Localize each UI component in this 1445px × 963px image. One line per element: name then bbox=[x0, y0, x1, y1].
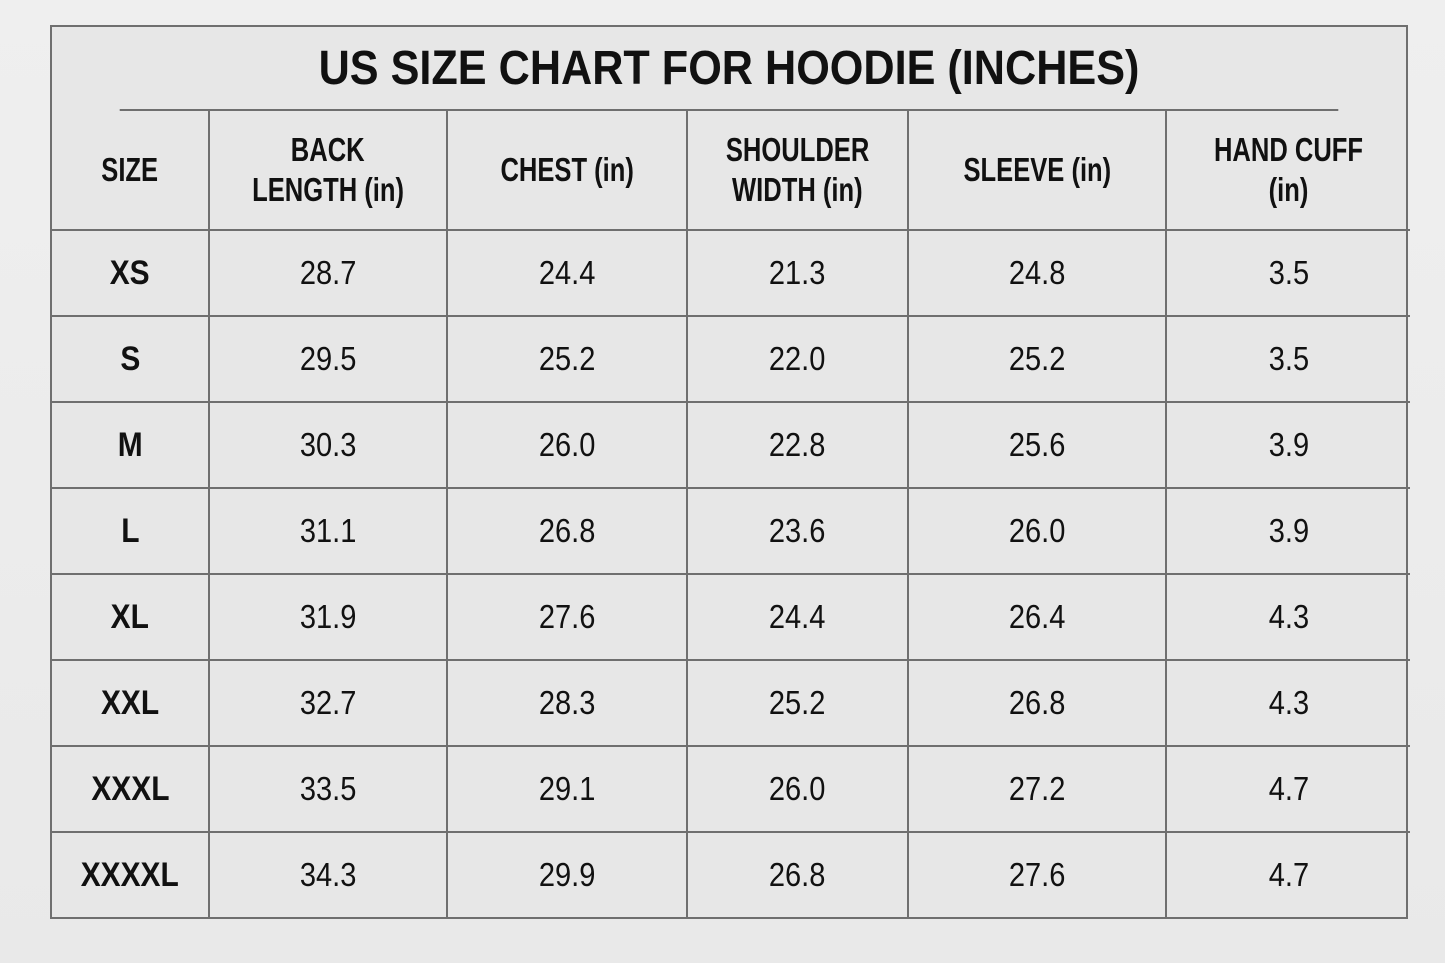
hand-cuff-cell: 4.3 bbox=[1165, 659, 1410, 747]
chest-cell: 24.4 bbox=[446, 229, 688, 317]
back-length-cell: 31.9 bbox=[208, 573, 448, 661]
shoulder-width-cell: 24.4 bbox=[686, 573, 909, 661]
size-cell: XL bbox=[52, 573, 210, 661]
sleeve-cell: 24.8 bbox=[907, 229, 1167, 317]
size-cell: M bbox=[52, 401, 210, 489]
back-length-cell: 34.3 bbox=[208, 831, 448, 917]
shoulder-width-cell: 22.0 bbox=[686, 315, 909, 403]
header-chest: CHEST (in) bbox=[446, 111, 688, 231]
hand-cuff-cell: 3.5 bbox=[1165, 229, 1410, 317]
hand-cuff-cell: 4.3 bbox=[1165, 573, 1410, 661]
back-length-cell: 30.3 bbox=[208, 401, 448, 489]
sleeve-cell: 26.4 bbox=[907, 573, 1167, 661]
table-row: XS 28.7 24.4 21.3 24.8 3.5 bbox=[52, 229, 1410, 317]
hand-cuff-cell: 3.5 bbox=[1165, 315, 1410, 403]
chart-title: US SIZE CHART FOR HOODIE (INCHES) bbox=[119, 27, 1339, 111]
back-length-cell: 32.7 bbox=[208, 659, 448, 747]
shoulder-width-cell: 22.8 bbox=[686, 401, 909, 489]
size-cell: L bbox=[52, 487, 210, 575]
chest-cell: 26.0 bbox=[446, 401, 688, 489]
header-row: SIZE BACK LENGTH (in) CHEST (in) SHOULDER… bbox=[52, 111, 1410, 231]
chest-cell: 29.9 bbox=[446, 831, 688, 917]
hand-cuff-cell: 3.9 bbox=[1165, 487, 1410, 575]
table-row: L 31.1 26.8 23.6 26.0 3.9 bbox=[52, 487, 1410, 575]
header-shoulder-width: SHOULDER WIDTH (in) bbox=[686, 111, 909, 231]
chest-cell: 29.1 bbox=[446, 745, 688, 833]
size-table: SIZE BACK LENGTH (in) CHEST (in) SHOULDER… bbox=[52, 111, 1410, 917]
sleeve-cell: 25.2 bbox=[907, 315, 1167, 403]
shoulder-width-cell: 26.8 bbox=[686, 831, 909, 917]
table-row: M 30.3 26.0 22.8 25.6 3.9 bbox=[52, 401, 1410, 489]
shoulder-width-cell: 21.3 bbox=[686, 229, 909, 317]
hand-cuff-cell: 4.7 bbox=[1165, 745, 1410, 833]
chest-cell: 25.2 bbox=[446, 315, 688, 403]
table-row: S 29.5 25.2 22.0 25.2 3.5 bbox=[52, 315, 1410, 403]
size-cell: S bbox=[52, 315, 210, 403]
header-size: SIZE bbox=[52, 111, 210, 231]
sleeve-cell: 26.8 bbox=[907, 659, 1167, 747]
hand-cuff-cell: 4.7 bbox=[1165, 831, 1410, 917]
shoulder-width-cell: 25.2 bbox=[686, 659, 909, 747]
shoulder-width-cell: 26.0 bbox=[686, 745, 909, 833]
back-length-cell: 28.7 bbox=[208, 229, 448, 317]
shoulder-width-cell: 23.6 bbox=[686, 487, 909, 575]
size-cell: XXXXL bbox=[52, 831, 210, 917]
size-cell: XXXL bbox=[52, 745, 210, 833]
hand-cuff-cell: 3.9 bbox=[1165, 401, 1410, 489]
chest-cell: 28.3 bbox=[446, 659, 688, 747]
back-length-cell: 29.5 bbox=[208, 315, 448, 403]
sleeve-cell: 26.0 bbox=[907, 487, 1167, 575]
header-sleeve: SLEEVE (in) bbox=[907, 111, 1167, 231]
chest-cell: 26.8 bbox=[446, 487, 688, 575]
size-chart: US SIZE CHART FOR HOODIE (INCHES) SIZE B… bbox=[50, 25, 1410, 919]
sleeve-cell: 27.2 bbox=[907, 745, 1167, 833]
table-row: XXXL 33.5 29.1 26.0 27.2 4.7 bbox=[52, 745, 1410, 833]
header-hand-cuff: HAND CUFF (in) bbox=[1165, 111, 1410, 231]
table-row: XXXXL 34.3 29.9 26.8 27.6 4.7 bbox=[52, 831, 1410, 917]
size-cell: XS bbox=[52, 229, 210, 317]
sleeve-cell: 27.6 bbox=[907, 831, 1167, 917]
header-back-length: BACK LENGTH (in) bbox=[208, 111, 448, 231]
table-row: XL 31.9 27.6 24.4 26.4 4.3 bbox=[52, 573, 1410, 661]
sleeve-cell: 25.6 bbox=[907, 401, 1167, 489]
back-length-cell: 31.1 bbox=[208, 487, 448, 575]
table-row: XXL 32.7 28.3 25.2 26.8 4.3 bbox=[52, 659, 1410, 747]
chest-cell: 27.6 bbox=[446, 573, 688, 661]
back-length-cell: 33.5 bbox=[208, 745, 448, 833]
size-cell: XXL bbox=[52, 659, 210, 747]
